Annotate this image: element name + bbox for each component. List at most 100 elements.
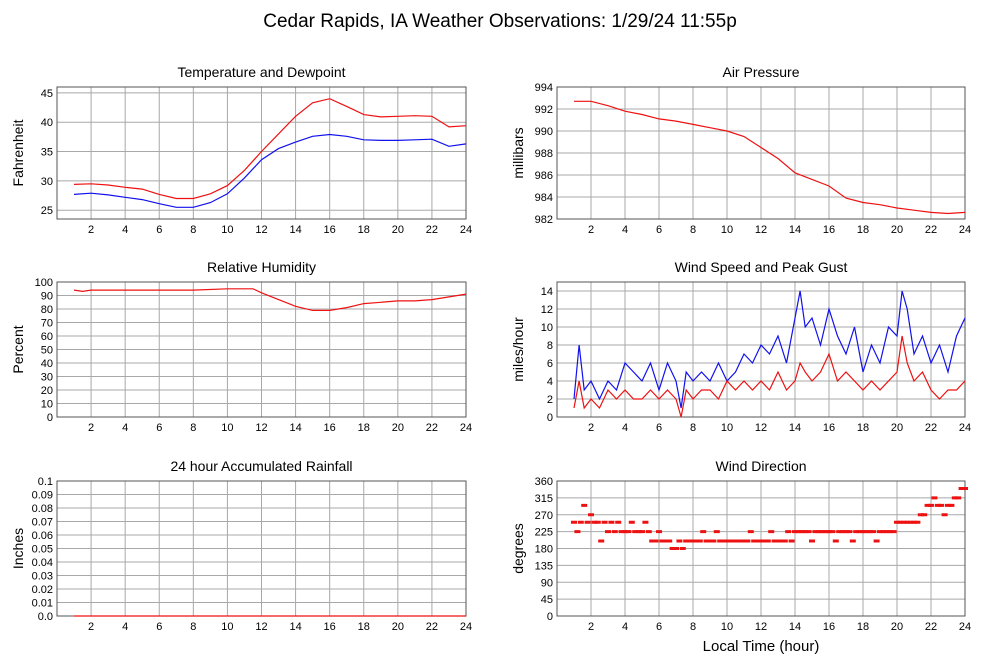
temp-ylabel: Fahrenheit	[10, 119, 26, 186]
press-ytick-label: 986	[535, 170, 553, 182]
press-xtick-label: 24	[959, 224, 971, 236]
wdir-point	[690, 539, 696, 543]
wdir-point	[958, 487, 965, 490]
rain-xtick-label: 10	[221, 621, 233, 633]
wind-series-red-line	[573, 335, 966, 418]
temp-ytick-label: 30	[41, 176, 53, 188]
press-xtick-label: 12	[755, 224, 767, 236]
wind-ytick-label: 12	[541, 304, 553, 316]
press-xtick-label: 8	[690, 224, 696, 236]
wind-xtick-label: 22	[925, 422, 937, 434]
wdir-point	[938, 503, 945, 507]
temp-xtick-label: 4	[122, 224, 128, 236]
temp-xtick-label: 6	[156, 224, 162, 236]
wdir-xtick-label: 24	[959, 621, 971, 633]
rain-xtick-label: 6	[156, 621, 162, 633]
rh-ytick-label: 0	[47, 412, 53, 424]
wdir-point	[645, 530, 652, 534]
wdir-point	[577, 520, 584, 524]
wind-xtick-label: 2	[588, 422, 594, 434]
rain-xtick-label: 2	[88, 621, 94, 633]
wdir-point	[666, 539, 673, 543]
wind-xtick-label: 18	[857, 422, 869, 434]
rain-ytick-label: 0.01	[32, 598, 53, 610]
wdir-point	[860, 530, 866, 534]
temp-ytick-label: 40	[41, 117, 53, 129]
wdir-point	[724, 539, 730, 543]
wdir-ytick-label: 45	[541, 594, 553, 606]
rain-ylabel: Inches	[10, 528, 26, 569]
rh-ytick-label: 20	[41, 385, 53, 397]
wdir-ytick-label: 270	[535, 510, 553, 522]
wdir-point	[747, 530, 754, 534]
wdir-point	[856, 530, 863, 534]
wind-xtick-label: 10	[721, 422, 733, 434]
rain-xtick-label: 16	[324, 621, 336, 633]
press-xtick-label: 2	[588, 224, 594, 236]
rh-frame	[56, 281, 467, 418]
wdir-point	[839, 530, 846, 534]
wdir-point	[788, 539, 795, 543]
wdir-point	[673, 547, 679, 550]
wind-ytick-label: 14	[541, 286, 553, 298]
wdir-point	[843, 530, 849, 534]
wdir-point	[883, 530, 890, 534]
wind-frame	[556, 281, 966, 418]
wind-xtick-label: 24	[959, 422, 971, 434]
wdir-point	[707, 539, 713, 543]
wdir-point	[574, 530, 581, 534]
wdir-point	[581, 503, 588, 507]
wdir-point	[948, 503, 955, 507]
press-xtick-label: 22	[925, 224, 937, 236]
wdir-point	[945, 503, 951, 507]
wdir-point	[737, 539, 744, 543]
wdir-point	[683, 539, 690, 543]
wdir-point	[693, 539, 700, 543]
wdir-point	[761, 539, 768, 543]
wdir-point	[802, 530, 809, 534]
wdir-frame	[556, 480, 966, 617]
temp-xtick-label: 8	[190, 224, 196, 236]
wdir-point	[713, 530, 720, 534]
temp-ytick-label: 25	[41, 205, 53, 217]
press-xtick-label: 20	[891, 224, 903, 236]
wdir-point	[897, 520, 904, 524]
wdir-point	[628, 520, 635, 524]
wdir-point	[795, 530, 802, 534]
rain-xtick-label: 8	[190, 621, 196, 633]
wdir-point	[601, 520, 608, 524]
rain-ytick-label: 0.09	[32, 490, 53, 502]
wdir-point	[775, 539, 781, 543]
rh-xtick-label: 24	[460, 422, 472, 434]
wind-ytick-label: 4	[547, 376, 553, 388]
rh-ytick-label: 60	[41, 331, 53, 343]
wdir-point	[846, 530, 853, 534]
rain-xtick-label: 18	[358, 621, 370, 633]
rh-xtick-label: 16	[324, 422, 336, 434]
wind-series-blue-line	[573, 290, 966, 409]
temp-xtick-label: 16	[324, 224, 336, 236]
wind-ytick-label: 10	[541, 322, 553, 334]
wdir-point	[904, 520, 911, 524]
wdir-point	[703, 539, 710, 543]
wdir-ytick-label: 0	[547, 611, 553, 623]
rain-ytick-label: 0.05	[32, 544, 53, 556]
rain-ytick-label: 0.0	[38, 611, 53, 623]
temp-xtick-label: 10	[221, 224, 233, 236]
wdir-point	[914, 520, 921, 524]
press-xtick-label: 18	[857, 224, 869, 236]
wdir-point	[710, 539, 717, 543]
temp-xtick-label: 24	[460, 224, 472, 236]
wdir-point	[877, 530, 883, 534]
rh-xtick-label: 10	[221, 422, 233, 434]
rh-xtick-label: 6	[156, 422, 162, 434]
wdir-point	[686, 539, 693, 543]
wind-xtick-label: 4	[622, 422, 628, 434]
wdir-point	[584, 520, 591, 524]
wdir-ytick-label: 135	[535, 560, 553, 572]
wdir-point	[734, 539, 741, 543]
rain-ytick-label: 0.03	[32, 571, 53, 583]
wind-title: Wind Speed and Peak Gust	[675, 259, 848, 275]
press-ytick-label: 984	[535, 192, 553, 204]
